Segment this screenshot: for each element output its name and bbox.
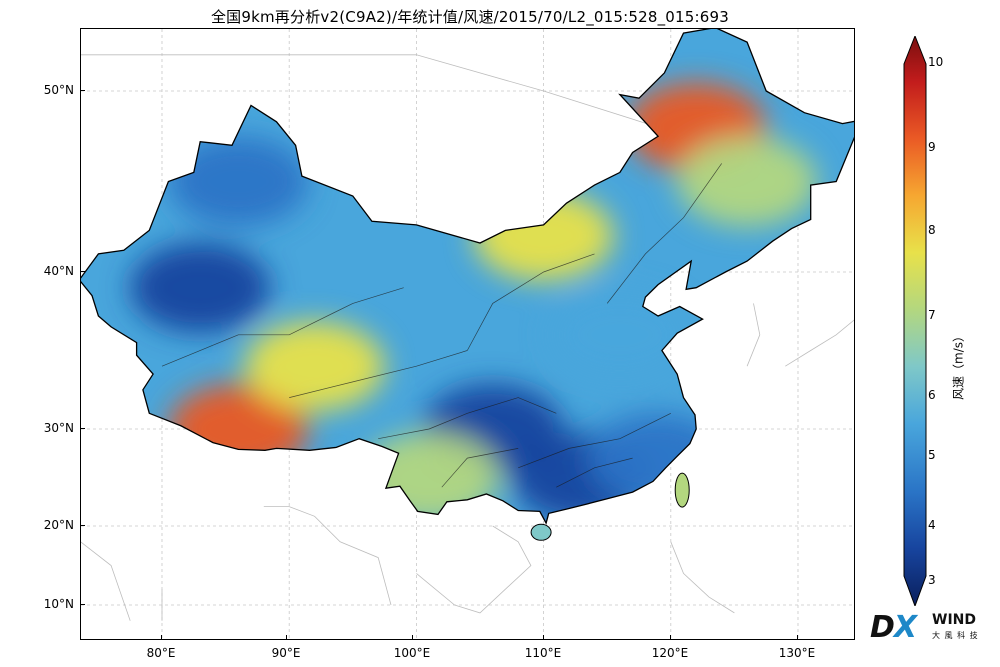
wind-speed-map [81, 29, 854, 639]
logo-name: WIND [932, 612, 976, 628]
lat-label-10: 10°N [43, 597, 74, 611]
region-tibetan-plateau-north [244, 321, 385, 412]
lat-tick-50 [80, 90, 85, 91]
lat-tick-10 [80, 604, 85, 605]
neighbor-border-line [670, 541, 735, 614]
province-border-line [441, 448, 519, 488]
logo-subtitle: 大 風 科 技 [932, 631, 979, 640]
lon-tick-130 [797, 635, 798, 640]
neighbor-border-line [746, 303, 761, 367]
lon-label-110: 110°E [524, 646, 562, 660]
chart-title: 全国9km再分析v2(C9A2)/年统计值/风速/2015/70/L2_015:… [210, 8, 730, 26]
province-borders [161, 163, 722, 488]
colorbar-tick-7: 7 [928, 308, 936, 322]
colorbar-tick-3: 3 [928, 573, 936, 587]
neighbor-border-line [81, 541, 131, 621]
wind-speed-field [81, 29, 854, 524]
colorbar-tick-10: 10 [928, 55, 944, 69]
lon-label-80: 80°E [146, 646, 176, 660]
province-border-line [606, 163, 722, 304]
region-southeast-coast [588, 413, 729, 504]
region-junggar-basin [168, 136, 309, 227]
lat-tick-40 [80, 271, 85, 272]
lat-tick-30 [80, 428, 85, 429]
neighbor-border-line [785, 319, 854, 367]
lon-tick-110 [543, 635, 544, 640]
province-border-line [466, 253, 595, 351]
lon-tick-100 [412, 635, 413, 640]
taiwan-island [674, 472, 690, 508]
colorbar-title: 风速（m/s） [951, 330, 966, 400]
lat-tick-20 [80, 525, 85, 526]
lat-label-30: 30°N [43, 421, 74, 435]
lat-label-50: 50°N [43, 83, 74, 97]
province-border-line [161, 287, 404, 367]
colorbar-tick-6: 6 [928, 388, 936, 402]
colorbar [900, 34, 930, 608]
lat-label-40: 40°N [43, 264, 74, 278]
province-border-line [289, 350, 468, 398]
region-tarim-basin [130, 242, 271, 333]
neighbor-border-line [81, 54, 659, 128]
lon-label-120: 120°E [651, 646, 689, 660]
region-northeast-plain [677, 136, 818, 227]
lon-label-100: 100°E [393, 646, 431, 660]
colorbar-tick-4: 4 [928, 518, 936, 532]
colorbar-tick-9: 9 [928, 140, 936, 154]
lon-tick-80 [161, 635, 162, 640]
lon-label-130: 130°E [778, 646, 816, 660]
neighbor-border-line [263, 506, 392, 606]
lat-label-20: 20°N [43, 518, 74, 532]
colorbar-tick-5: 5 [928, 448, 936, 462]
province-border-line [556, 457, 633, 488]
logo-mark: DX [870, 610, 917, 645]
dx-wind-logo: DX WIND 大 風 科 技 [870, 608, 995, 648]
colorbar-gradient [903, 34, 927, 608]
province-border-line [378, 397, 557, 440]
lon-label-90: 90°E [271, 646, 301, 660]
map-plot-area[interactable] [80, 28, 855, 640]
colorbar-tick-8: 8 [928, 223, 936, 237]
hainan-island [530, 523, 552, 541]
neighbor-border-line [416, 525, 532, 614]
china-border [81, 29, 854, 525]
neighbor-borders [81, 54, 854, 621]
province-border-line [518, 412, 671, 469]
lon-tick-90 [286, 635, 287, 640]
region-north-china-plain [549, 289, 690, 380]
lon-tick-120 [670, 635, 671, 640]
